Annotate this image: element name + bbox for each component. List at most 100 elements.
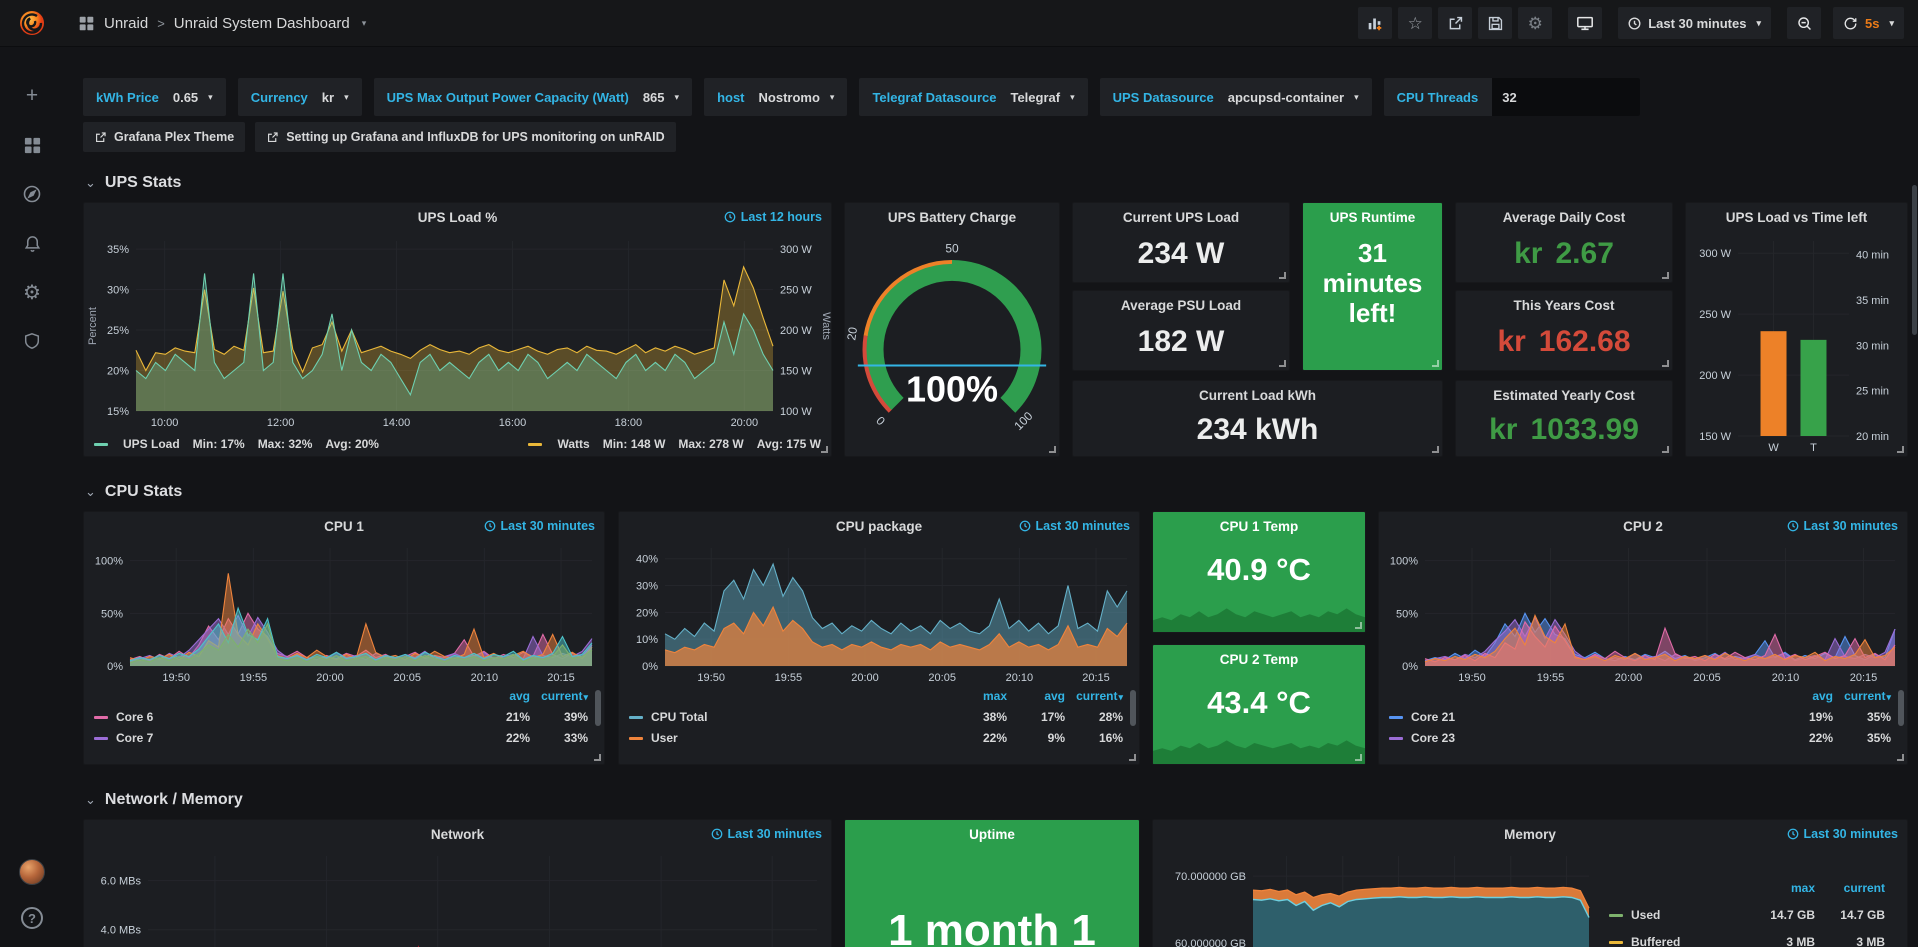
legend-column-avg[interactable]: avg [1812, 689, 1833, 703]
panel-resize-handle[interactable] [594, 754, 601, 761]
variable-cpu-threads[interactable]: CPU Threads 32 [1383, 78, 1641, 116]
add-panel-button[interactable] [1358, 7, 1393, 39]
legend-item-watts[interactable]: Watts Min: 148 W Max: 278 W Avg: 175 W [528, 437, 821, 451]
panel-resize-handle[interactable] [1049, 446, 1056, 453]
dashboard-link-setting-up-grafana-and-influxdb-for-ups-monitoring-on-unraid[interactable]: Setting up Grafana and InfluxDB for UPS … [255, 122, 676, 152]
cpu1-chart[interactable]: 19:50 19:55 20:00 20:05 20:10 20:15 0% 50% 100% [84, 540, 604, 686]
panel-title[interactable]: CPU 2 [1623, 519, 1663, 534]
variable-value[interactable]: apcupsd-container [1227, 89, 1345, 105]
dashboard-settings-button[interactable]: ⚙ [1518, 7, 1553, 39]
panel-title[interactable]: UPS Runtime [1329, 210, 1416, 225]
variable-value[interactable]: 0.65 [172, 89, 199, 105]
legend-series-name[interactable]: Used [1631, 908, 1661, 922]
panel-title[interactable]: CPU 1 [324, 519, 364, 534]
variable-ups-datasource[interactable]: UPS Datasource apcupsd-container ▾ [1099, 78, 1372, 116]
panel-title[interactable]: Current UPS Load [1122, 210, 1240, 225]
panel-title[interactable]: UPS Load vs Time left [1725, 210, 1868, 225]
time-range-picker[interactable]: Last 30 minutes ▾ [1618, 7, 1771, 39]
panel-resize-handle[interactable] [821, 446, 828, 453]
sidebar-alerting-button[interactable] [21, 232, 43, 254]
legend-series-name[interactable]: Core 23 [1411, 731, 1456, 745]
panel-time-range-link[interactable]: Last 30 minutes [484, 519, 595, 533]
panel-title[interactable]: UPS Battery Charge [887, 210, 1017, 225]
legend-series-name[interactable]: Core 7 [116, 731, 154, 745]
legend-series-name[interactable]: Core 6 [116, 710, 154, 724]
legend-scrollbar[interactable] [595, 690, 601, 726]
variable-telegraf-datasource[interactable]: Telegraf Datasource Telegraf ▾ [859, 78, 1088, 116]
panel-title[interactable]: Uptime [969, 827, 1015, 842]
panel-title[interactable]: Memory [1504, 827, 1556, 842]
variable-host[interactable]: host Nostromo ▾ [704, 78, 848, 116]
variable-value[interactable]: Nostromo [758, 89, 820, 105]
breadcrumb-app[interactable]: Unraid [104, 14, 149, 32]
section-network-memory[interactable]: ⌄ Network / Memory [85, 791, 1908, 809]
panel-title[interactable]: This Years Cost [1513, 298, 1615, 313]
panel-title[interactable]: CPU package [835, 519, 923, 534]
variable-currency[interactable]: Currency kr ▾ [237, 78, 362, 116]
legend-column-avg[interactable]: avg [509, 689, 530, 703]
mark-favorite-button[interactable]: ☆ [1398, 7, 1433, 39]
cpu2-chart[interactable]: 19:50 19:55 20:00 20:05 20:10 20:15 0% 50% 100% [1379, 540, 1907, 686]
panel-resize-handle[interactable] [1662, 360, 1669, 367]
ups-load-chart[interactable]: 10:00 12:00 14:00 16:00 18:00 20:00 15% 20% 25% 3… [84, 231, 831, 431]
panel-resize-handle[interactable] [1662, 272, 1669, 279]
sidebar-explore-button[interactable] [21, 183, 43, 205]
legend-scrollbar[interactable] [1898, 690, 1904, 726]
panel-title[interactable]: Estimated Yearly Cost [1493, 388, 1635, 403]
variable-ups-max-output-power-capacity-watt[interactable]: UPS Max Output Power Capacity (Watt) 865 … [373, 78, 693, 116]
sidebar-configuration-button[interactable]: ⚙ [21, 281, 43, 304]
legend-series-name[interactable]: CPU Total [651, 710, 708, 724]
panel-title[interactable]: CPU 2 Temp [1219, 652, 1299, 667]
panel-time-range-link[interactable]: Last 30 minutes [1787, 827, 1898, 841]
panel-time-range-link[interactable]: Last 30 minutes [1787, 519, 1898, 533]
sidebar-create-button[interactable]: + [21, 84, 43, 107]
panel-title[interactable]: UPS Load % [417, 210, 498, 225]
panel-resize-handle[interactable] [1432, 360, 1439, 367]
variable-value[interactable]: Telegraf [1010, 89, 1061, 105]
caret-down-icon[interactable]: ▾ [361, 17, 367, 28]
legend-series-name[interactable]: Core 21 [1411, 710, 1456, 724]
zoom-out-button[interactable] [1787, 7, 1821, 39]
panel-title[interactable]: CPU 1 Temp [1219, 519, 1299, 534]
legend-column-current[interactable]: current [1843, 881, 1885, 895]
variable-value[interactable]: 865 [642, 89, 665, 105]
breadcrumb-dashboard-title[interactable]: Unraid System Dashboard [173, 14, 350, 32]
variable-value[interactable]: kr [321, 89, 335, 105]
legend-column-avg[interactable]: avg [1044, 689, 1065, 703]
legend-column-current[interactable]: current▾ [1844, 689, 1891, 703]
dashboard-link-grafana-plex-theme[interactable]: Grafana Plex Theme [83, 122, 246, 152]
sidebar-dashboards-button[interactable] [21, 134, 43, 156]
legend-scrollbar[interactable] [1130, 690, 1136, 726]
ups-bar-chart[interactable]: 150 W 200 W 250 W 300 W 20 min 25 min 30 min 35… [1686, 231, 1907, 456]
sidebar-server-admin-button[interactable] [21, 330, 43, 352]
legend-column-current[interactable]: current▾ [1076, 689, 1123, 703]
variable-kwh-price[interactable]: kWh Price 0.65 ▾ [83, 78, 226, 116]
legend-series-name[interactable]: User [651, 731, 678, 745]
panel-resize-handle[interactable] [1355, 622, 1362, 629]
page-scrollbar[interactable] [1912, 185, 1917, 335]
panel-title[interactable]: Average PSU Load [1120, 298, 1242, 313]
legend-column-max[interactable]: max [1790, 881, 1815, 895]
cpu-package-chart[interactable]: 19:50 19:55 20:00 20:05 20:10 20:15 0% 10% 20% 30… [619, 540, 1139, 686]
user-avatar[interactable] [19, 859, 45, 885]
panel-resize-handle[interactable] [1662, 446, 1669, 453]
grafana-logo[interactable] [0, 8, 64, 38]
panel-title[interactable]: Network [430, 827, 485, 842]
panel-resize-handle[interactable] [1897, 446, 1904, 453]
cycle-view-mode-button[interactable] [1568, 7, 1603, 39]
legend-item-ups-load[interactable]: UPS Load Min: 17% Max: 32% Avg: 20% [94, 437, 379, 451]
refresh-interval-dropdown[interactable]: 5s ▾ [1833, 7, 1904, 39]
panel-time-range-link[interactable]: Last 30 minutes [1019, 519, 1130, 533]
panel-time-range-link[interactable]: Last 12 hours [724, 210, 822, 224]
panel-resize-handle[interactable] [1279, 272, 1286, 279]
panel-resize-handle[interactable] [1279, 360, 1286, 367]
section-ups-stats[interactable]: ⌄ UPS Stats [85, 174, 1908, 192]
save-button[interactable] [1478, 7, 1513, 39]
legend-series-name[interactable]: Buffered [1631, 935, 1681, 947]
panel-title[interactable]: Current Load kWh [1199, 388, 1316, 403]
share-button[interactable] [1438, 7, 1473, 39]
legend-column-current[interactable]: current▾ [541, 689, 588, 703]
section-cpu-stats[interactable]: ⌄ CPU Stats [85, 483, 1908, 501]
